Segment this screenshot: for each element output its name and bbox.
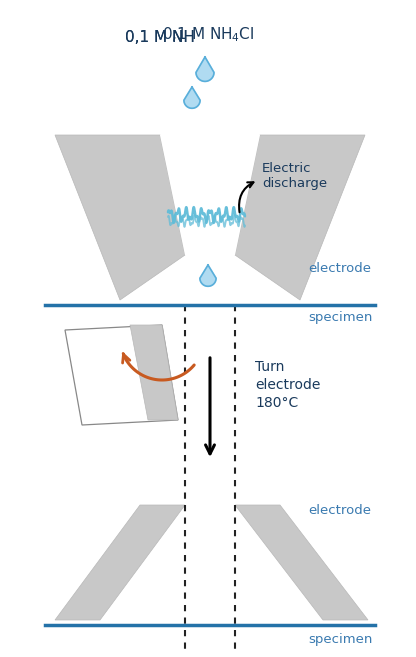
- Polygon shape: [65, 325, 178, 425]
- Polygon shape: [160, 135, 260, 255]
- Text: specimen: specimen: [308, 311, 372, 325]
- Text: electrode: electrode: [308, 503, 371, 516]
- Text: Electric
discharge: Electric discharge: [262, 162, 327, 190]
- Polygon shape: [55, 505, 185, 620]
- Polygon shape: [196, 57, 214, 81]
- Polygon shape: [184, 87, 200, 108]
- Polygon shape: [130, 325, 178, 420]
- Text: 0,1 M NH: 0,1 M NH: [125, 30, 195, 45]
- Text: 0,1 M NH$_4$Cl: 0,1 M NH$_4$Cl: [162, 25, 254, 44]
- Text: electrode: electrode: [308, 261, 371, 275]
- Text: Turn
electrode
180°C: Turn electrode 180°C: [255, 359, 320, 411]
- Polygon shape: [55, 135, 185, 300]
- Polygon shape: [235, 135, 365, 300]
- Text: specimen: specimen: [308, 633, 372, 646]
- Text: 0,1 M NH: 0,1 M NH: [125, 30, 195, 45]
- Polygon shape: [200, 265, 216, 286]
- Polygon shape: [235, 505, 368, 620]
